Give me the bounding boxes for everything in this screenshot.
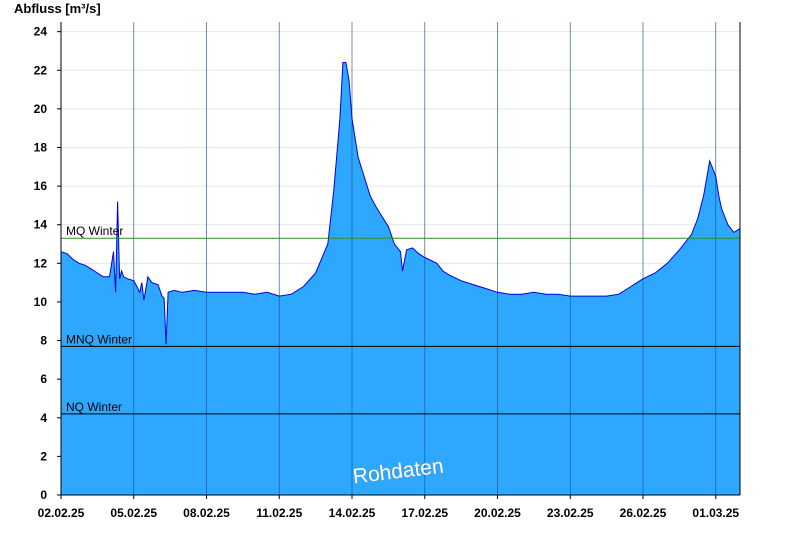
discharge-line [60, 62, 741, 345]
y-tick-label: 6 [40, 372, 47, 386]
x-tick-label: 17.02.25 [401, 506, 448, 520]
x-tick-labels: 02.02.25 05.02.25 08.02.25 11.02.25 14.02.25… [38, 506, 740, 520]
y-tick-label: 12 [34, 256, 48, 270]
y-tick-label: 2 [40, 449, 47, 463]
y-tick-label: 4 [40, 411, 47, 425]
y-tick-label: 22 [34, 63, 48, 77]
x-tick-label: 08.02.25 [183, 506, 230, 520]
reference-line-label: MNQ Winter [66, 332, 132, 346]
y-tick-label: 0 [40, 488, 47, 502]
reference-line-label: MQ Winter [66, 224, 123, 238]
y-tick-label: 20 [34, 102, 48, 116]
y-tick-label: 24 [34, 25, 48, 39]
x-tick-label: 05.02.25 [110, 506, 157, 520]
x-tick-label: 23.02.25 [547, 506, 594, 520]
y-tick-label: 10 [34, 295, 48, 309]
x-tick-label: 02.02.25 [38, 506, 85, 520]
y-tick-label: 16 [34, 179, 48, 193]
x-tick-label: 11.02.25 [256, 506, 302, 520]
y-tick-label: 18 [34, 140, 48, 154]
axes [60, 22, 741, 496]
x-tick-label: 20.02.25 [474, 506, 521, 520]
x-tick-label: 26.02.25 [620, 506, 667, 520]
x-tick-label: 14.02.25 [329, 506, 376, 520]
reference-lines: MQ Winter MNQ Winter NQ Winter [61, 224, 740, 415]
x-tick-label: 01.03.25 [692, 506, 739, 520]
y-axis-label: Abfluss [m³/s] [14, 1, 101, 16]
reference-line-label: NQ Winter [66, 400, 122, 414]
y-tick-label: 8 [40, 334, 47, 348]
y-tick-label: 14 [34, 218, 48, 232]
